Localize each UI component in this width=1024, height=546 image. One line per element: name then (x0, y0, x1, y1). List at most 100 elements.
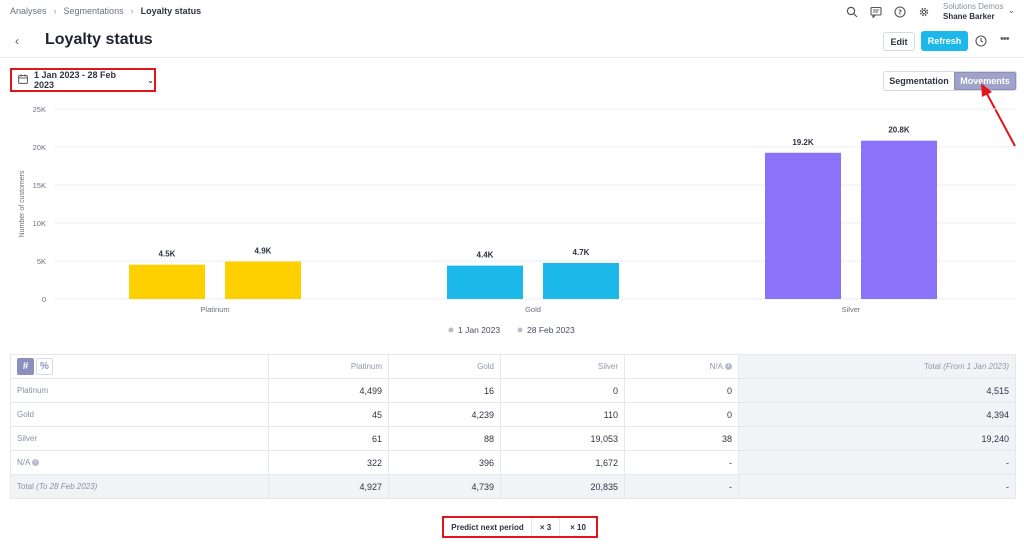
y-tick-label: 0 (42, 295, 46, 304)
edit-button[interactable]: Edit (883, 32, 915, 51)
table-cell: 16 (388, 378, 501, 403)
predict-next-period: Predict next period × 3 × 10 (442, 516, 598, 538)
table-cell: 19,053 (500, 426, 625, 451)
col-header-platinum: Platinum (268, 354, 389, 379)
col-header-total: Total (From 1 Jan 2023) (738, 354, 1016, 379)
row-label: Silver (10, 426, 269, 451)
info-icon[interactable]: i (32, 459, 40, 467)
row-label: N/A i (10, 450, 269, 475)
more-options-icon[interactable]: ••• (1000, 33, 1010, 45)
percent-mode-button[interactable]: % (36, 358, 53, 375)
row-label: Platinum (10, 378, 269, 403)
table-cell: 110 (500, 402, 625, 427)
tab-segmentation[interactable]: Segmentation (884, 72, 954, 90)
chevron-right-icon: › (130, 6, 134, 16)
table-cell-total: 19,240 (738, 426, 1016, 451)
table-cell: 4,739 (388, 474, 501, 499)
y-axis: 0 5K 10K 15K 20K 25K (33, 105, 46, 304)
table-cell: 20,835 (500, 474, 625, 499)
table-cell: 0 (624, 378, 739, 403)
col-header-na-label: N/A (709, 362, 723, 371)
table-cell: 1,672 (500, 450, 625, 475)
y-tick-label: 5K (37, 257, 46, 266)
table-cell: - (624, 474, 739, 499)
bar-silver-start[interactable] (765, 152, 841, 299)
gear-icon[interactable] (917, 5, 931, 19)
bar-data-label: 4.9K (255, 247, 272, 256)
bar-platinum-start[interactable] (129, 264, 205, 299)
row-label-text: N/A (17, 458, 31, 467)
table-cell: 0 (624, 402, 739, 427)
breadcrumb-item-current: Loyalty status (140, 6, 202, 16)
row-label: Total (To 28 Feb 2023) (10, 474, 269, 499)
help-icon[interactable]: ? (893, 5, 907, 19)
back-chevron-icon[interactable]: ‹ (15, 34, 19, 48)
svg-text:?: ? (898, 9, 902, 17)
table-cell-total: - (738, 450, 1016, 475)
table-cell: 322 (268, 450, 389, 475)
predict-x10-button[interactable]: × 10 (570, 522, 586, 532)
history-clock-icon[interactable] (975, 34, 987, 52)
table-row: N/A i 322 396 1,672 - - (10, 450, 1016, 475)
total-row-note-text: To 28 Feb 2023 (38, 482, 95, 491)
table-cell: 61 (268, 426, 389, 451)
table-cell: 88 (388, 426, 501, 451)
table-cell: 38 (624, 426, 739, 451)
y-tick-label: 20K (33, 143, 46, 152)
count-mode-button[interactable]: # (17, 358, 34, 375)
x-tick-label: Platinum (200, 305, 229, 314)
x-axis: Platinum Gold Silver (200, 305, 860, 314)
divider (0, 57, 1024, 58)
legend: 1 Jan 2023 28 Feb 2023 (448, 325, 575, 335)
top-icons: ? (845, 5, 931, 19)
title-dropdown-chevron-icon[interactable]: ⌄ (139, 36, 147, 46)
table-cell: 0 (500, 378, 625, 403)
col-header-gold: Gold (388, 354, 501, 379)
breadcrumb-item-analyses[interactable]: Analyses (10, 6, 47, 16)
y-tick-label: 10K (33, 219, 46, 228)
grid (54, 108, 1016, 300)
breadcrumb: Analyses › Segmentations › Loyalty statu… (10, 6, 201, 16)
breadcrumb-item-segmentations[interactable]: Segmentations (63, 6, 124, 16)
table-row: Platinum 4,499 16 0 0 4,515 (10, 378, 1016, 403)
value-mode-buttons: # % (17, 358, 262, 375)
y-axis-label: Number of customers (19, 170, 26, 237)
col-header-silver: Silver (500, 354, 625, 379)
table-cell: 4,927 (268, 474, 389, 499)
bar-gold-start[interactable] (447, 265, 523, 299)
user-menu[interactable]: Solutions Demos Shane Barker (943, 2, 1003, 22)
bars: 4.5K 4.9K 4.4K 4.7K 19.2K 20.8K (129, 126, 937, 299)
refresh-button[interactable]: Refresh (921, 31, 968, 51)
legend-label[interactable]: 1 Jan 2023 (458, 325, 500, 335)
predict-x3-button[interactable]: × 3 (532, 518, 560, 536)
chevron-down-icon[interactable]: ⌄ (1008, 6, 1015, 15)
table-cell: 4,239 (388, 402, 501, 427)
total-row-note: (To 28 Feb 2023) (36, 482, 98, 491)
table-cell: 4,499 (268, 378, 389, 403)
bar-data-label: 19.2K (792, 138, 814, 147)
table-row: Gold 45 4,239 110 0 4,394 (10, 402, 1016, 427)
row-label: Gold (10, 402, 269, 427)
table-cell-total: 4,515 (738, 378, 1016, 403)
predict-next-period-button[interactable]: Predict next period (444, 518, 532, 536)
col-header-total-note-text: From 1 Jan 2023 (945, 362, 1007, 371)
date-range-picker[interactable]: 1 Jan 2023 - 28 Feb 2023 ⌄ (10, 68, 156, 92)
page-title: Loyalty status (45, 31, 153, 48)
y-tick-label: 15K (33, 181, 46, 190)
table-cell: 45 (268, 402, 389, 427)
legend-label[interactable]: 28 Feb 2023 (527, 325, 575, 335)
user-org: Solutions Demos (943, 2, 1004, 11)
bar-data-label: 4.5K (159, 250, 176, 259)
feedback-icon[interactable] (869, 5, 883, 19)
bar-data-label: 4.7K (573, 248, 590, 257)
search-icon[interactable] (845, 5, 859, 19)
x-tick-label: Silver (842, 305, 861, 314)
top-bar: Analyses › Segmentations › Loyalty statu… (0, 0, 1024, 24)
bar-silver-end[interactable] (861, 140, 937, 299)
table-cell: 396 (388, 450, 501, 475)
bar-gold-end[interactable] (543, 262, 619, 299)
bar-data-label: 20.8K (888, 126, 910, 135)
total-row-label: Total (17, 482, 34, 491)
info-icon[interactable]: i (725, 363, 732, 371)
bar-platinum-end[interactable] (225, 261, 301, 299)
